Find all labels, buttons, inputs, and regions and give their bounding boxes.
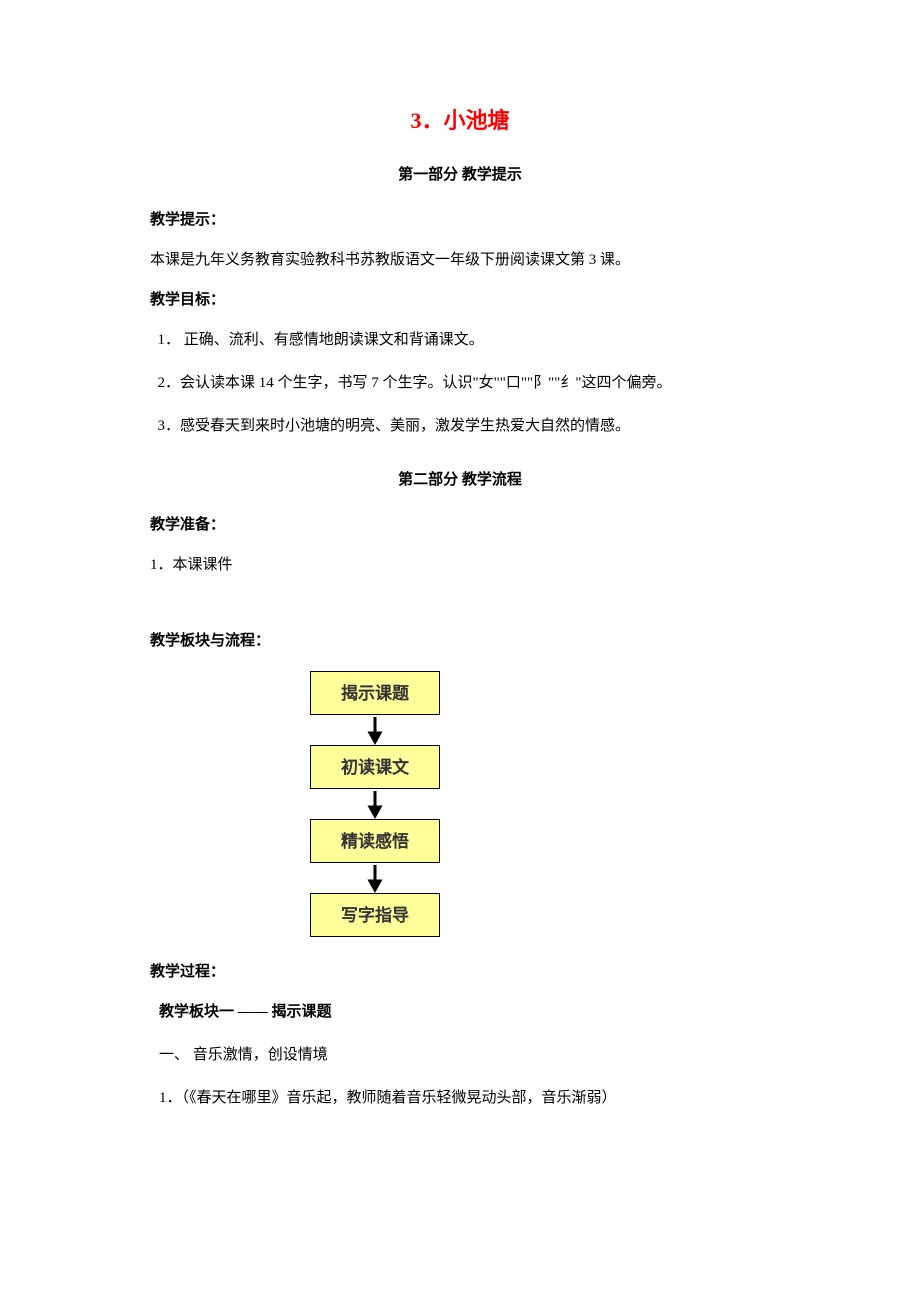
flow-node: 写字指导 — [310, 893, 440, 937]
goal-item: 2．会认读本课 14 个生字，书写 7 个生字。认识"女""口""阝""纟"这四… — [150, 373, 770, 394]
goal-item: 3．感受春天到来时小池塘的明亮、美丽，激发学生热爱大自然的情感。 — [150, 416, 770, 437]
section1-heading: 第一部分 教学提示 — [150, 168, 770, 183]
flow-node: 初读课文 — [310, 745, 440, 789]
flow-label: 教学板块与流程： — [150, 634, 770, 649]
flow-node: 揭示课题 — [310, 671, 440, 715]
flow-node: 精读感悟 — [310, 819, 440, 863]
section2-heading: 第二部分 教学流程 — [150, 473, 770, 488]
board1-title: 教学板块一 —— 揭示课题 — [150, 1002, 770, 1023]
board1-item: 1．（《春天在哪里》音乐起，教师随着音乐轻微晃动头部，音乐渐弱） — [150, 1088, 770, 1109]
page-title: 3．小池塘 — [150, 110, 770, 132]
goal-item: 1． 正确、流利、有感情地朗读课文和背诵课文。 — [150, 330, 770, 351]
board1-sub: 一、 音乐激情，创设情境 — [150, 1045, 770, 1066]
flow-arrow — [310, 715, 440, 745]
flow-arrow — [310, 863, 440, 893]
prep-item: 1．本课课件 — [150, 555, 770, 576]
prep-label: 教学准备： — [150, 518, 770, 533]
flow-arrow — [310, 789, 440, 819]
hints-body: 本课是九年义务教育实验教科书苏教版语文一年级下册阅读课文第 3 课。 — [150, 250, 770, 271]
goals-label: 教学目标： — [150, 293, 770, 308]
flowchart: 揭示课题初读课文精读感悟写字指导 — [310, 671, 770, 937]
process-label: 教学过程： — [150, 965, 770, 980]
spacer — [150, 598, 770, 634]
hints-label: 教学提示： — [150, 213, 770, 228]
